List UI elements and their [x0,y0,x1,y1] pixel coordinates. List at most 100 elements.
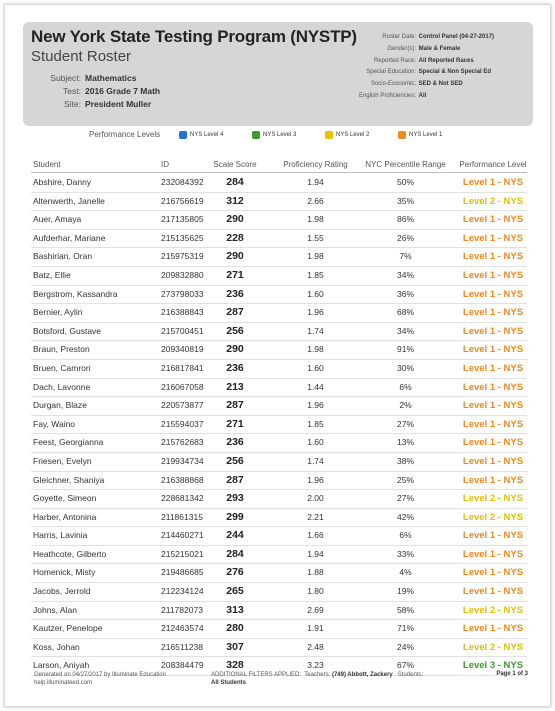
filter-special-education: Special Education: Special & Non Special… [366,69,492,76]
subject-label: Subject: [50,73,81,83]
site-value: President Muller [85,99,152,109]
performance-level: Level 2 - NYS [462,511,524,523]
filters-prefix: ADDITIONAL FILTERS APPLIED: [211,672,302,678]
site-label: Site: [63,99,81,109]
student-name: Friesen, Evelyn [33,455,92,466]
proficiency-rating: 1.44 [307,381,324,392]
page-number: Page 1 of 3 [496,671,528,677]
student-id: 228681342 [161,493,204,504]
student-id: 215594037 [161,418,204,429]
proficiency-rating: 3.23 [307,660,324,671]
scale-score: 236 [226,287,244,300]
legend-swatch [325,131,333,139]
teachers-value: (749) Abbott, Zackery [331,672,393,678]
percentile-range: 35% [396,195,414,206]
proficiency-rating: 1.60 [307,362,324,373]
col-header-proficiency: Proficiency Rating [283,160,348,169]
scale-score: 276 [226,566,244,579]
performance-level: Level 1 - NYS [462,362,524,374]
percentile-range: 24% [396,641,414,652]
performance-level: Level 2 - NYS [462,641,524,653]
table-row: Harris, Lavinia 214460271 244 1.66 6% Level 1… [31,527,527,546]
student-id: 216067058 [161,381,204,392]
student-name: Koss, Johan [33,641,80,652]
student-id: 216388868 [161,474,204,485]
proficiency-rating: 1.94 [307,177,324,187]
student-name: Jacobs, Jerrold [33,586,91,597]
table-row: Koss, Johan 216511238 307 2.48 24% Level 2 - … [31,639,527,658]
legend-swatch [179,131,187,139]
proficiency-rating: 2.00 [307,493,324,504]
proficiency-rating: 1.98 [307,344,324,355]
table-row: Altenwerth, Janelle 216756619 312 2.66 35% Le… [31,193,527,212]
table-row: Bashirian, Oran 215975319 290 1.98 7% Level 1… [31,248,527,267]
student-name: Goyette, Simeon [33,493,97,504]
footer-filters: ADDITIONAL FILTERS APPLIED: Teachers: (7… [211,671,461,687]
performance-level: Level 1 - NYS [462,455,524,467]
proficiency-rating: 1.96 [307,474,324,485]
footer-generated: Generated on 04/27/2017 by Illuminate Ed… [34,671,184,687]
student-id: 209340819 [161,344,204,355]
test-label: Test: [63,86,81,96]
scale-score: 228 [226,231,244,244]
col-header-performance: Performance Level [459,160,527,169]
student-name: Fay, Waino [33,418,76,429]
report-page: New York State Testing Program (NYSTP) S… [4,4,551,707]
proficiency-rating: 1.98 [307,214,324,225]
performance-level: Level 2 - NYS [462,493,524,505]
proficiency-rating: 1.55 [307,232,324,243]
legend-item-level-3: NYS Level 3 [252,131,296,139]
scale-score: 328 [226,659,244,672]
percentile-range: 25% [396,474,414,485]
proficiency-rating: 1.85 [307,418,324,429]
performance-level: Level 1 - NYS [462,307,524,319]
student-name: Gleichner, Shaniya [33,474,105,485]
student-name: Botsford, Gustave [33,325,102,336]
student-id: 216388843 [161,307,204,318]
percentile-range: 34% [396,325,414,336]
student-name: Feest, Georgianna [33,437,104,448]
scale-score: 290 [226,250,244,263]
percentile-range: 30% [396,362,414,373]
teachers-label: Teachers: [304,672,331,678]
table-row: Bruen, Camron 216817841 236 1.60 30% Level 1 … [31,360,527,379]
student-id: 211782073 [161,604,203,615]
scale-score: 271 [226,417,244,430]
table-row: Feest, Georgianna 215762683 236 1.60 13% Leve… [31,434,527,453]
student-id: 212463574 [161,623,204,634]
table-row: Harber, Antonina 211861315 299 2.21 42% Level… [31,509,527,528]
scale-score: 284 [226,176,244,188]
scale-score: 244 [226,529,244,542]
student-id: 273798033 [161,288,204,299]
filter-roster-date: Roster Date: Control Panel (04-27-2017) [382,34,495,40]
student-name: Abshire, Danny [33,177,92,187]
student-id: 217135805 [161,214,204,225]
student-table: Abshire, Danny 232084392 284 1.94 50% Level 1… [31,174,527,677]
percentile-range: 50% [396,177,414,187]
report-title: New York State Testing Program (NYSTP) [31,27,357,46]
table-row: Bernier, Aylin 216388843 287 1.96 68% Level 1… [31,304,527,323]
percentile-range: 91% [396,344,414,355]
student-name: Kautzer, Penelope [33,623,103,634]
performance-level: Level 1 - NYS [462,177,524,188]
table-row: Dach, Lavonne 216067058 213 1.44 6% Level 1 -… [31,379,527,398]
legend-swatch [252,131,260,139]
report-header: New York State Testing Program (NYSTP) S… [23,22,533,126]
percentile-range: 19% [396,586,414,597]
student-id: 232084392 [161,177,204,187]
subject-value: Mathematics [85,73,137,83]
table-row: Homenick, Misty 219486685 276 1.88 4% Level 1… [31,564,527,584]
percentile-range: 38% [396,455,414,466]
percentile-range: 13% [396,437,414,448]
performance-level: Level 2 - NYS [462,195,524,207]
proficiency-rating: 1.60 [307,288,324,299]
proficiency-rating: 1.96 [307,307,324,318]
help-url: help.illuminateed.com [34,680,93,686]
table-row: Gleichner, Shaniya 216388868 287 1.96 25% Lev… [31,472,527,491]
student-id: 215700451 [161,325,204,336]
scale-score: 313 [226,603,244,616]
subject-info: Subject: Mathematics [31,73,137,83]
proficiency-rating: 1.74 [307,455,324,466]
table-row: Goyette, Simeon 228681342 293 2.00 27% Level … [31,490,527,509]
performance-level: Level 1 - NYS [462,567,524,579]
